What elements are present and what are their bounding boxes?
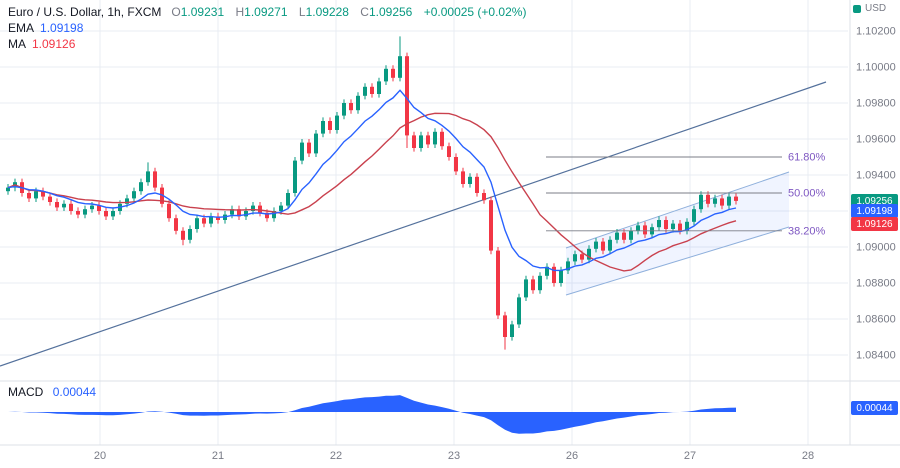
parallel-channel[interactable]	[565, 171, 790, 296]
ma-indicator-row[interactable]: MA 1.09126	[8, 36, 534, 52]
svg-text:1.10000: 1.10000	[856, 62, 896, 74]
svg-text:61.80%: 61.80%	[788, 152, 826, 164]
low-letter: L	[298, 5, 306, 19]
ema-value-text: 1.09198	[40, 21, 84, 35]
price-axis-currency[interactable]: USD	[853, 3, 886, 14]
symbol-title: Euro / U.S. Dollar, 1h, FXCM	[8, 5, 162, 19]
currency-marker-icon	[853, 4, 861, 13]
candlestick-series[interactable]	[6, 36, 738, 350]
trendline[interactable]	[0, 81, 827, 367]
svg-text:50.00%: 50.00%	[788, 188, 826, 200]
macd-value-text: 0.00044	[52, 385, 97, 399]
svg-text:27: 27	[684, 450, 696, 462]
symbol-ohlc-row[interactable]: Euro / U.S. Dollar, 1h, FXCM O1.09231 H1…	[8, 4, 534, 20]
svg-text:1.08400: 1.08400	[856, 350, 896, 362]
low-value: 1.09228	[305, 5, 349, 19]
ma-line[interactable]	[7, 112, 737, 272]
macd-legend[interactable]: MACD 0.00044	[8, 385, 102, 399]
close-value: 1.09256	[368, 5, 413, 19]
ema-indicator-row[interactable]: EMA 1.09198	[8, 20, 534, 36]
ma-label: MA	[8, 37, 26, 51]
ema-value-badge: 1.09198	[851, 204, 898, 218]
macd-label: MACD	[8, 385, 44, 399]
macd-value-badge: 0.00044	[851, 401, 898, 415]
ma-value-text: 1.09126	[32, 37, 76, 51]
time-axis-labels[interactable]: 20 21 22 23 26 27 28	[94, 450, 814, 462]
svg-text:20: 20	[94, 450, 106, 462]
fib-retracement[interactable]: 61.80% 50.00% 38.20%	[546, 152, 826, 238]
open-value: 1.09231	[180, 5, 225, 19]
svg-text:1.08800: 1.08800	[856, 278, 896, 290]
svg-text:28: 28	[802, 450, 814, 462]
svg-text:1.09600: 1.09600	[856, 134, 896, 146]
high-value: 1.09271	[244, 5, 288, 19]
open-letter: O	[171, 5, 181, 19]
ohlc-values: O1.09231 H1.09271 L1.09228 C1.09256 +0.0…	[171, 5, 534, 19]
currency-code: USD	[865, 3, 887, 14]
svg-text:38.20%: 38.20%	[788, 225, 826, 237]
macd-area[interactable]	[8, 395, 736, 434]
svg-text:1.09400: 1.09400	[856, 170, 896, 182]
svg-text:26: 26	[566, 450, 578, 462]
svg-text:22: 22	[330, 450, 342, 462]
pane-borders	[0, 0, 900, 446]
price-change: +0.00025 (+0.02%)	[423, 5, 527, 19]
ema-label: EMA	[8, 21, 35, 35]
close-letter: C	[360, 5, 369, 19]
svg-text:1.08600: 1.08600	[856, 314, 896, 326]
grid	[0, 0, 848, 445]
symbol-legend: Euro / U.S. Dollar, 1h, FXCM O1.09231 H1…	[8, 4, 534, 52]
ma-value-badge: 1.09126	[851, 217, 898, 231]
svg-text:1.10200: 1.10200	[856, 26, 896, 38]
svg-text:1.09000: 1.09000	[856, 242, 896, 254]
svg-text:21: 21	[212, 450, 224, 462]
high-letter: H	[235, 5, 245, 19]
ema-line[interactable]	[7, 89, 737, 272]
svg-text:23: 23	[448, 450, 460, 462]
svg-text:1.09800: 1.09800	[856, 98, 896, 110]
